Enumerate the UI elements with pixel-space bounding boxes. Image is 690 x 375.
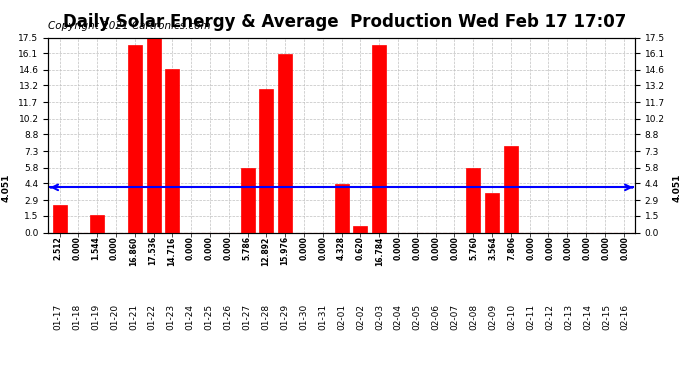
Text: 01-22: 01-22 [148,304,157,330]
Text: 0.000: 0.000 [583,236,592,260]
Text: 0.000: 0.000 [186,236,195,260]
Text: 0.000: 0.000 [602,236,611,260]
Text: 02-12: 02-12 [545,304,554,330]
Text: 0.620: 0.620 [356,236,365,260]
Text: 02-10: 02-10 [507,304,516,330]
Text: 0.000: 0.000 [394,236,403,260]
Text: 02-02: 02-02 [356,304,365,330]
Text: 16.784: 16.784 [375,236,384,266]
Bar [166,69,179,232]
Text: 0.000: 0.000 [621,236,630,260]
Text: 16.860: 16.860 [129,236,138,266]
Text: 0.000: 0.000 [299,236,308,260]
Text: 02-01: 02-01 [337,304,346,330]
Text: 01-27: 01-27 [242,304,251,330]
Bar [372,45,386,232]
Bar [52,204,67,232]
Text: 0.000: 0.000 [224,236,233,260]
Text: 4.051: 4.051 [1,173,10,201]
Text: 02-07: 02-07 [451,304,460,330]
Text: 0.000: 0.000 [110,236,119,260]
Text: 01-20: 01-20 [110,304,119,330]
Text: 5.760: 5.760 [469,236,478,260]
Text: 02-16: 02-16 [621,304,630,330]
Bar [466,168,480,232]
Text: 01-23: 01-23 [167,304,176,330]
Text: 01-26: 01-26 [224,304,233,330]
Text: 01-25: 01-25 [205,304,214,330]
Text: 12.892: 12.892 [262,236,270,266]
Text: 01-19: 01-19 [91,304,100,330]
Text: 0.000: 0.000 [318,236,327,260]
Bar [241,168,255,232]
Text: 0.000: 0.000 [413,236,422,260]
Text: 01-28: 01-28 [262,304,270,330]
Text: 7.806: 7.806 [507,236,516,260]
Text: 01-24: 01-24 [186,304,195,330]
Bar [278,54,292,232]
Text: 0.000: 0.000 [432,236,441,260]
Text: Copyright 2021 Cartronics.com: Copyright 2021 Cartronics.com [48,21,211,31]
Text: 2.512: 2.512 [53,236,62,260]
Text: 02-04: 02-04 [394,304,403,330]
Text: 01-17: 01-17 [53,304,62,330]
Text: 01-18: 01-18 [72,304,81,330]
Text: 4.328: 4.328 [337,236,346,260]
Bar [353,226,367,232]
Text: 4.051: 4.051 [673,173,682,201]
Bar [485,193,499,232]
Text: 0.000: 0.000 [205,236,214,260]
Text: 01-30: 01-30 [299,304,308,330]
Bar [128,45,142,232]
Text: 02-15: 02-15 [602,304,611,330]
Text: 02-14: 02-14 [583,304,592,330]
Text: 0.000: 0.000 [564,236,573,260]
Text: 15.976: 15.976 [280,236,289,266]
Text: 02-11: 02-11 [526,304,535,330]
Text: 02-06: 02-06 [432,304,441,330]
Bar [90,215,104,232]
Text: 14.716: 14.716 [167,236,176,266]
Text: 0.000: 0.000 [72,236,81,260]
Text: 02-09: 02-09 [489,304,497,330]
Text: 01-21: 01-21 [129,304,138,330]
Text: 17.536: 17.536 [148,236,157,266]
Text: 0.000: 0.000 [526,236,535,260]
Bar [504,146,518,232]
Text: 0.000: 0.000 [451,236,460,260]
Text: 02-05: 02-05 [413,304,422,330]
Bar [259,89,273,232]
Text: 1.544: 1.544 [91,236,100,260]
Text: Daily Solar Energy & Average  Production Wed Feb 17 17:07: Daily Solar Energy & Average Production … [63,13,627,31]
Text: 0.000: 0.000 [545,236,554,260]
Text: 01-31: 01-31 [318,304,327,330]
Text: 01-29: 01-29 [280,304,289,330]
Text: 3.564: 3.564 [489,236,497,260]
Text: 02-08: 02-08 [469,304,478,330]
Bar [146,37,161,232]
Text: 5.786: 5.786 [242,236,251,260]
Text: 02-13: 02-13 [564,304,573,330]
Text: 02-03: 02-03 [375,304,384,330]
Bar [335,184,348,232]
